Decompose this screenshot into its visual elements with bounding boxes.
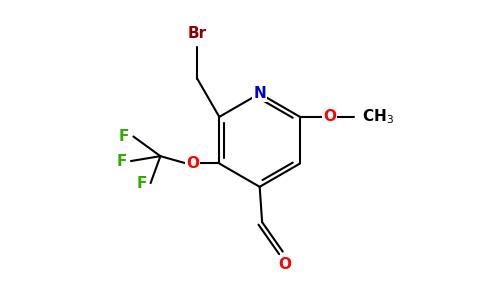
Text: O: O	[186, 156, 199, 171]
Text: O: O	[323, 110, 336, 124]
Text: O: O	[279, 257, 292, 272]
Text: F: F	[136, 176, 147, 190]
Text: F: F	[117, 154, 127, 169]
Text: CH$_3$: CH$_3$	[363, 107, 394, 126]
Text: F: F	[119, 129, 130, 144]
Text: N: N	[253, 86, 266, 101]
Text: Br: Br	[188, 26, 207, 41]
